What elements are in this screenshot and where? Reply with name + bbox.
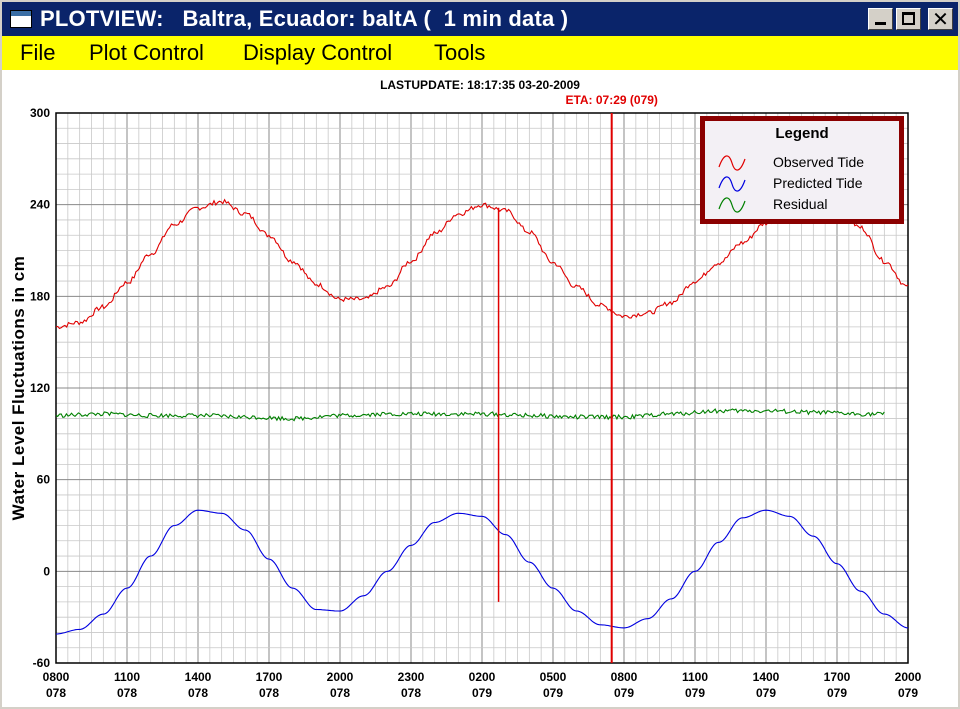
y-tick-label: 300 <box>30 106 50 120</box>
x-tick-label-day: 079 <box>827 686 847 700</box>
x-tick-label-time: 0500 <box>540 670 567 684</box>
x-tick-label-time: 2000 <box>895 670 922 684</box>
minimize-button[interactable] <box>868 8 893 30</box>
legend-label-residual: Residual <box>773 196 828 212</box>
x-tick-label-day: 079 <box>685 686 705 700</box>
plot-area[interactable]: LASTUPDATE: 18:17:35 03-20-2009 -60 0 60 12… <box>2 70 958 707</box>
y-tick-label: 120 <box>30 381 50 395</box>
residual-wave-icon <box>718 197 746 213</box>
menu-bar: File Plot Control Display Control Tools <box>2 36 958 70</box>
menu-display-control[interactable]: Display Control <box>243 40 393 65</box>
app-window-icon[interactable] <box>10 10 32 28</box>
y-tick-label: 240 <box>30 198 50 212</box>
y-tick-label: 180 <box>30 289 50 303</box>
x-tick-label-day: 078 <box>188 686 208 700</box>
x-tick-label-day: 078 <box>259 686 279 700</box>
legend-entry-observed: Observed Tide <box>717 153 897 173</box>
x-tick-label-time: 0800 <box>611 670 638 684</box>
close-icon: ✕ <box>932 7 949 31</box>
y-tick-label: -60 <box>33 656 51 670</box>
legend-entry-residual: Residual <box>717 195 897 215</box>
x-tick-label-time: 1100 <box>114 670 140 684</box>
x-tick-label-time: 0800 <box>43 670 70 684</box>
y-axis-label: Water Level Fluctuations in cm <box>9 256 28 521</box>
minimize-icon <box>875 22 886 25</box>
eta-label: ETA: 07:29 (079) <box>565 93 657 107</box>
x-tick-label-day: 078 <box>117 686 137 700</box>
observed-tide-line <box>55 197 909 330</box>
legend-entry-predicted: Predicted Tide <box>717 174 897 194</box>
x-tick-label-time: 1100 <box>682 670 708 684</box>
x-tick-label-time: 0200 <box>469 670 496 684</box>
window-title: PLOTVIEW: Baltra, Ecuador: baltA ( 1 min… <box>40 6 569 31</box>
close-button[interactable]: ✕ <box>928 8 953 30</box>
residual-line <box>55 408 885 422</box>
x-tick-label-day: 079 <box>543 686 563 700</box>
y-tick-label: 60 <box>37 473 51 487</box>
x-tick-label-day: 078 <box>401 686 421 700</box>
legend-title: Legend <box>775 125 829 142</box>
x-tick-label-day: 078 <box>330 686 350 700</box>
x-tick-label-day: 079 <box>472 686 492 700</box>
maximize-button[interactable] <box>896 8 921 30</box>
x-tick-label-day: 078 <box>46 686 66 700</box>
title-bar[interactable]: PLOTVIEW: Baltra, Ecuador: baltA ( 1 min… <box>2 2 958 36</box>
x-tick-label-time: 2300 <box>398 670 425 684</box>
legend: Legend Observed Tide Predicted Tide Resi… <box>700 116 904 224</box>
maximize-icon <box>902 12 915 25</box>
observed-wave-icon <box>718 155 746 171</box>
x-tick-label-time: 1400 <box>185 670 212 684</box>
menu-plot-control[interactable]: Plot Control <box>89 40 204 65</box>
x-tick-label-time: 1400 <box>753 670 780 684</box>
x-tick-label-time: 2000 <box>327 670 354 684</box>
x-tick-label-day: 079 <box>898 686 918 700</box>
x-tick-label-day: 079 <box>756 686 776 700</box>
last-update-label: LASTUPDATE: 18:17:35 03-20-2009 <box>380 78 580 92</box>
x-tick-label-time: 1700 <box>256 670 283 684</box>
legend-label-observed: Observed Tide <box>773 154 865 170</box>
plot-frame <box>55 112 909 664</box>
legend-label-predicted: Predicted Tide <box>773 175 863 191</box>
menu-tools[interactable]: Tools <box>434 40 486 65</box>
predicted-tide-line <box>55 509 909 635</box>
predicted-wave-icon <box>718 176 746 192</box>
menu-file[interactable]: File <box>20 40 56 65</box>
y-tick-label: 0 <box>43 564 50 578</box>
x-tick-label-time: 1700 <box>824 670 851 684</box>
x-tick-label-day: 079 <box>614 686 634 700</box>
